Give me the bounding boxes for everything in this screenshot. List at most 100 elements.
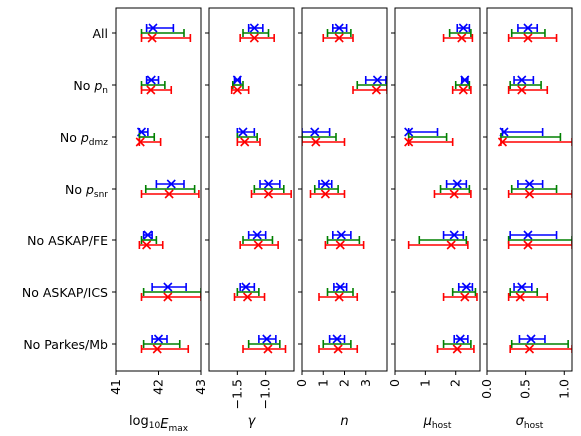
point-marker xyxy=(238,127,248,137)
x-tick-label: −1.5 xyxy=(229,379,244,409)
point-marker xyxy=(523,33,533,43)
point-marker xyxy=(166,179,176,189)
point-marker xyxy=(142,240,152,250)
panel-frame xyxy=(208,7,295,372)
row-label: No ASKAP/ICS xyxy=(22,285,108,300)
row-labels: All No pn No pdmz No psnr No ASKAP/FE No ASKA… xyxy=(22,26,108,352)
point-marker xyxy=(249,33,259,43)
row-label: No ASKAP/FE xyxy=(27,233,108,248)
point-marker xyxy=(517,85,527,95)
point-marker xyxy=(333,344,343,354)
point-marker xyxy=(452,179,462,189)
point-marker xyxy=(152,344,162,354)
point-marker xyxy=(263,344,273,354)
point-marker xyxy=(249,23,259,33)
point-marker xyxy=(334,33,344,43)
point-marker xyxy=(232,75,242,85)
row-label: No psnr xyxy=(65,182,108,200)
x-tick-label: 42 xyxy=(151,379,166,395)
point-marker xyxy=(497,137,508,147)
point-marker xyxy=(335,282,345,292)
x-axis-label: μhost xyxy=(423,414,452,431)
point-marker xyxy=(252,230,262,240)
row-label: All xyxy=(93,26,109,41)
x-tick-label: 43 xyxy=(193,379,208,395)
point-marker xyxy=(458,23,468,33)
point-marker xyxy=(458,85,468,95)
point-marker xyxy=(404,127,414,137)
panel: −1.5 −1.0γ xyxy=(205,7,295,429)
point-marker xyxy=(517,282,527,292)
point-marker xyxy=(455,334,465,344)
point-marker xyxy=(135,137,145,147)
point-marker xyxy=(320,189,330,199)
point-marker xyxy=(334,23,344,33)
x-tick-label: 1.0 xyxy=(556,379,571,399)
point-marker xyxy=(240,137,250,147)
point-marker xyxy=(163,282,173,292)
point-marker xyxy=(523,230,533,240)
point-marker xyxy=(311,137,321,147)
point-marker xyxy=(242,292,253,302)
x-tick-label: 3 xyxy=(358,379,373,387)
x-tick-label: 2 xyxy=(337,379,352,387)
point-marker xyxy=(449,189,459,199)
x-tick-label: 0 xyxy=(387,379,402,387)
x-axis-label: log10Emax xyxy=(129,414,189,434)
point-marker xyxy=(517,75,527,85)
point-marker xyxy=(232,85,242,95)
point-marker xyxy=(253,240,263,250)
point-marker xyxy=(263,189,274,199)
point-marker xyxy=(310,127,320,137)
panel-frame xyxy=(486,7,573,372)
point-marker xyxy=(146,85,156,95)
point-marker xyxy=(148,23,158,33)
point-marker xyxy=(461,282,471,292)
point-marker xyxy=(523,240,533,250)
panel-frame xyxy=(394,7,481,372)
point-marker xyxy=(335,240,345,250)
point-marker xyxy=(336,230,346,240)
point-marker xyxy=(143,230,153,240)
x-axis-label: σhost xyxy=(516,414,544,431)
panel: 0 1 2 3 n xyxy=(294,7,388,429)
point-marker xyxy=(457,33,467,43)
point-marker xyxy=(263,179,274,189)
point-marker xyxy=(332,334,342,344)
point-marker xyxy=(526,334,536,344)
point-marker xyxy=(147,33,157,43)
x-tick-label: 0.0 xyxy=(479,379,494,399)
point-marker xyxy=(146,75,156,85)
panel: 0 1 2 μhost xyxy=(387,7,481,431)
x-axis-label: n xyxy=(340,414,348,429)
point-marker xyxy=(523,23,533,33)
point-marker xyxy=(449,230,459,240)
point-marker xyxy=(153,334,164,344)
panel: 0.0 0.5 1.0 σhost xyxy=(479,7,573,431)
x-tick-label: 2 xyxy=(448,379,463,387)
row-label: No pn xyxy=(73,78,108,96)
point-marker xyxy=(524,344,535,354)
point-marker xyxy=(320,179,330,189)
point-marker xyxy=(241,282,251,292)
x-tick-label: 0.5 xyxy=(518,379,533,399)
point-marker xyxy=(446,240,456,250)
point-marker xyxy=(404,137,414,147)
point-marker xyxy=(372,75,383,85)
x-axis-label: γ xyxy=(248,414,257,429)
point-marker xyxy=(371,85,381,95)
point-marker xyxy=(452,344,462,354)
row-label: No pdmz xyxy=(60,130,108,148)
point-marker xyxy=(524,179,535,189)
x-tick-label: 1 xyxy=(417,379,432,387)
point-marker xyxy=(163,292,173,302)
x-tick-label: 1 xyxy=(315,379,330,387)
point-marker xyxy=(164,189,174,199)
point-marker xyxy=(524,189,535,199)
row-label: No Parkes/Mb xyxy=(23,337,108,352)
point-marker xyxy=(460,75,470,85)
point-marker xyxy=(515,292,525,302)
point-marker xyxy=(460,292,470,302)
